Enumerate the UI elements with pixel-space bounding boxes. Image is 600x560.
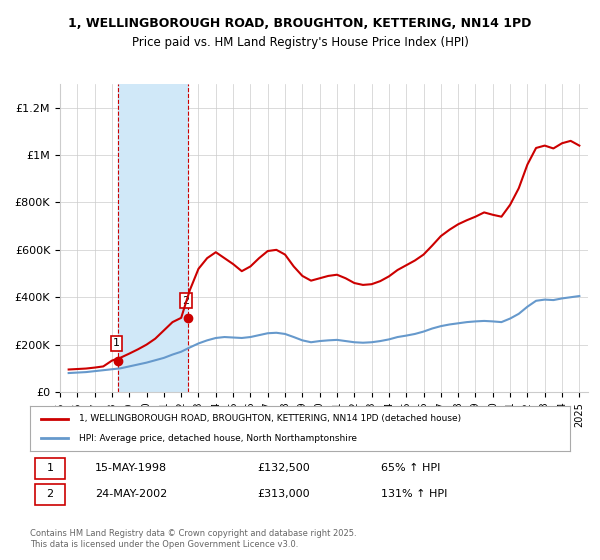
Text: 24-MAY-2002: 24-MAY-2002 [95,489,167,500]
Bar [118,84,188,392]
Text: 1, WELLINGBOROUGH ROAD, BROUGHTON, KETTERING, NN14 1PD (detached house): 1, WELLINGBOROUGH ROAD, BROUGHTON, KETTE… [79,414,461,423]
Text: 65% ↑ HPI: 65% ↑ HPI [381,463,440,473]
Text: Price paid vs. HM Land Registry's House Price Index (HPI): Price paid vs. HM Land Registry's House … [131,36,469,49]
Text: 2: 2 [46,489,53,500]
Text: Contains HM Land Registry data © Crown copyright and database right 2025.
This d: Contains HM Land Registry data © Crown c… [30,529,356,549]
Text: 1: 1 [113,338,120,348]
Text: 2: 2 [182,296,190,306]
Text: £313,000: £313,000 [257,489,310,500]
Text: 131% ↑ HPI: 131% ↑ HPI [381,489,448,500]
Text: 1: 1 [46,463,53,473]
Text: HPI: Average price, detached house, North Northamptonshire: HPI: Average price, detached house, Nort… [79,434,356,443]
Text: 1, WELLINGBOROUGH ROAD, BROUGHTON, KETTERING, NN14 1PD: 1, WELLINGBOROUGH ROAD, BROUGHTON, KETTE… [68,17,532,30]
Text: 15-MAY-1998: 15-MAY-1998 [95,463,167,473]
FancyBboxPatch shape [35,458,65,479]
FancyBboxPatch shape [35,484,65,505]
Text: £132,500: £132,500 [257,463,310,473]
